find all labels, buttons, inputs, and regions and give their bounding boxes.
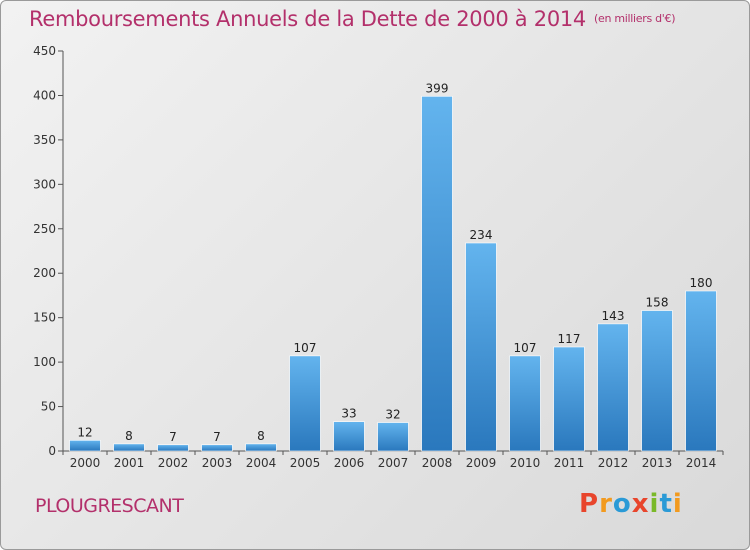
logo-letter: r [599,489,613,519]
value-label: 117 [558,332,581,346]
bar [69,440,101,452]
value-label: 143 [602,309,625,323]
bar [377,422,409,452]
bar [685,290,717,452]
bar [289,355,321,452]
proxiti-logo: Proxiti [579,489,683,519]
bar [245,443,277,452]
x-tick-label: 2008 [422,456,453,470]
value-label: 399 [426,81,449,95]
value-label: 7 [169,430,177,444]
logo-letter: o [612,489,632,519]
value-label: 32 [385,408,400,422]
x-tick-label: 2007 [378,456,409,470]
place-name: PLOUGRESCANT [35,495,184,517]
x-tick-label: 2012 [598,456,629,470]
y-tick-label: 350 [33,133,56,147]
bar [113,443,145,452]
x-tick-label: 2005 [290,456,321,470]
bar [641,310,673,452]
value-label: 107 [294,341,317,355]
title-text: Remboursements Annuels de la Dette de 20… [29,7,586,31]
x-tick-label: 2003 [202,456,233,470]
y-tick-label: 450 [33,44,56,58]
value-label: 158 [646,296,669,310]
value-label: 12 [77,425,92,439]
value-label: 7 [213,430,221,444]
chart-title: Remboursements Annuels de la Dette de 20… [29,7,675,31]
bar [157,444,189,452]
x-tick-label: 2014 [686,456,717,470]
value-label: 33 [341,407,356,421]
x-tick-label: 2009 [466,456,497,470]
y-tick-label: 300 [33,177,56,191]
y-tick-label: 150 [33,311,56,325]
y-tick-label: 50 [41,400,56,414]
bar [553,346,585,452]
y-tick-label: 100 [33,355,56,369]
bar [333,421,365,452]
x-tick-label: 2004 [246,456,277,470]
x-tick-label: 2010 [510,456,541,470]
value-label: 180 [690,276,713,290]
x-tick-label: 2006 [334,456,365,470]
x-tick-label: 2000 [70,456,101,470]
value-label: 8 [257,429,265,443]
y-tick-label: 250 [33,222,56,236]
logo-letter: t [659,489,673,519]
x-tick-label: 2001 [114,456,145,470]
bar [465,242,497,452]
bar [421,96,453,452]
logo-letter: i [649,489,660,519]
y-tick-label: 0 [48,444,56,458]
bar [597,323,629,452]
value-label: 234 [470,228,493,242]
x-tick-label: 2002 [158,456,189,470]
logo-letter: P [579,489,600,519]
value-label: 107 [514,341,537,355]
bar [509,355,541,452]
bar [201,444,233,452]
x-tick-label: 2011 [554,456,585,470]
unit-label: (en milliers d'€) [594,12,676,25]
y-tick-label: 200 [33,266,56,280]
logo-letter: x [631,489,650,519]
logo-letter: i [672,489,683,519]
x-tick-label: 2013 [642,456,673,470]
y-tick-label: 400 [33,88,56,102]
value-label: 8 [125,429,133,443]
